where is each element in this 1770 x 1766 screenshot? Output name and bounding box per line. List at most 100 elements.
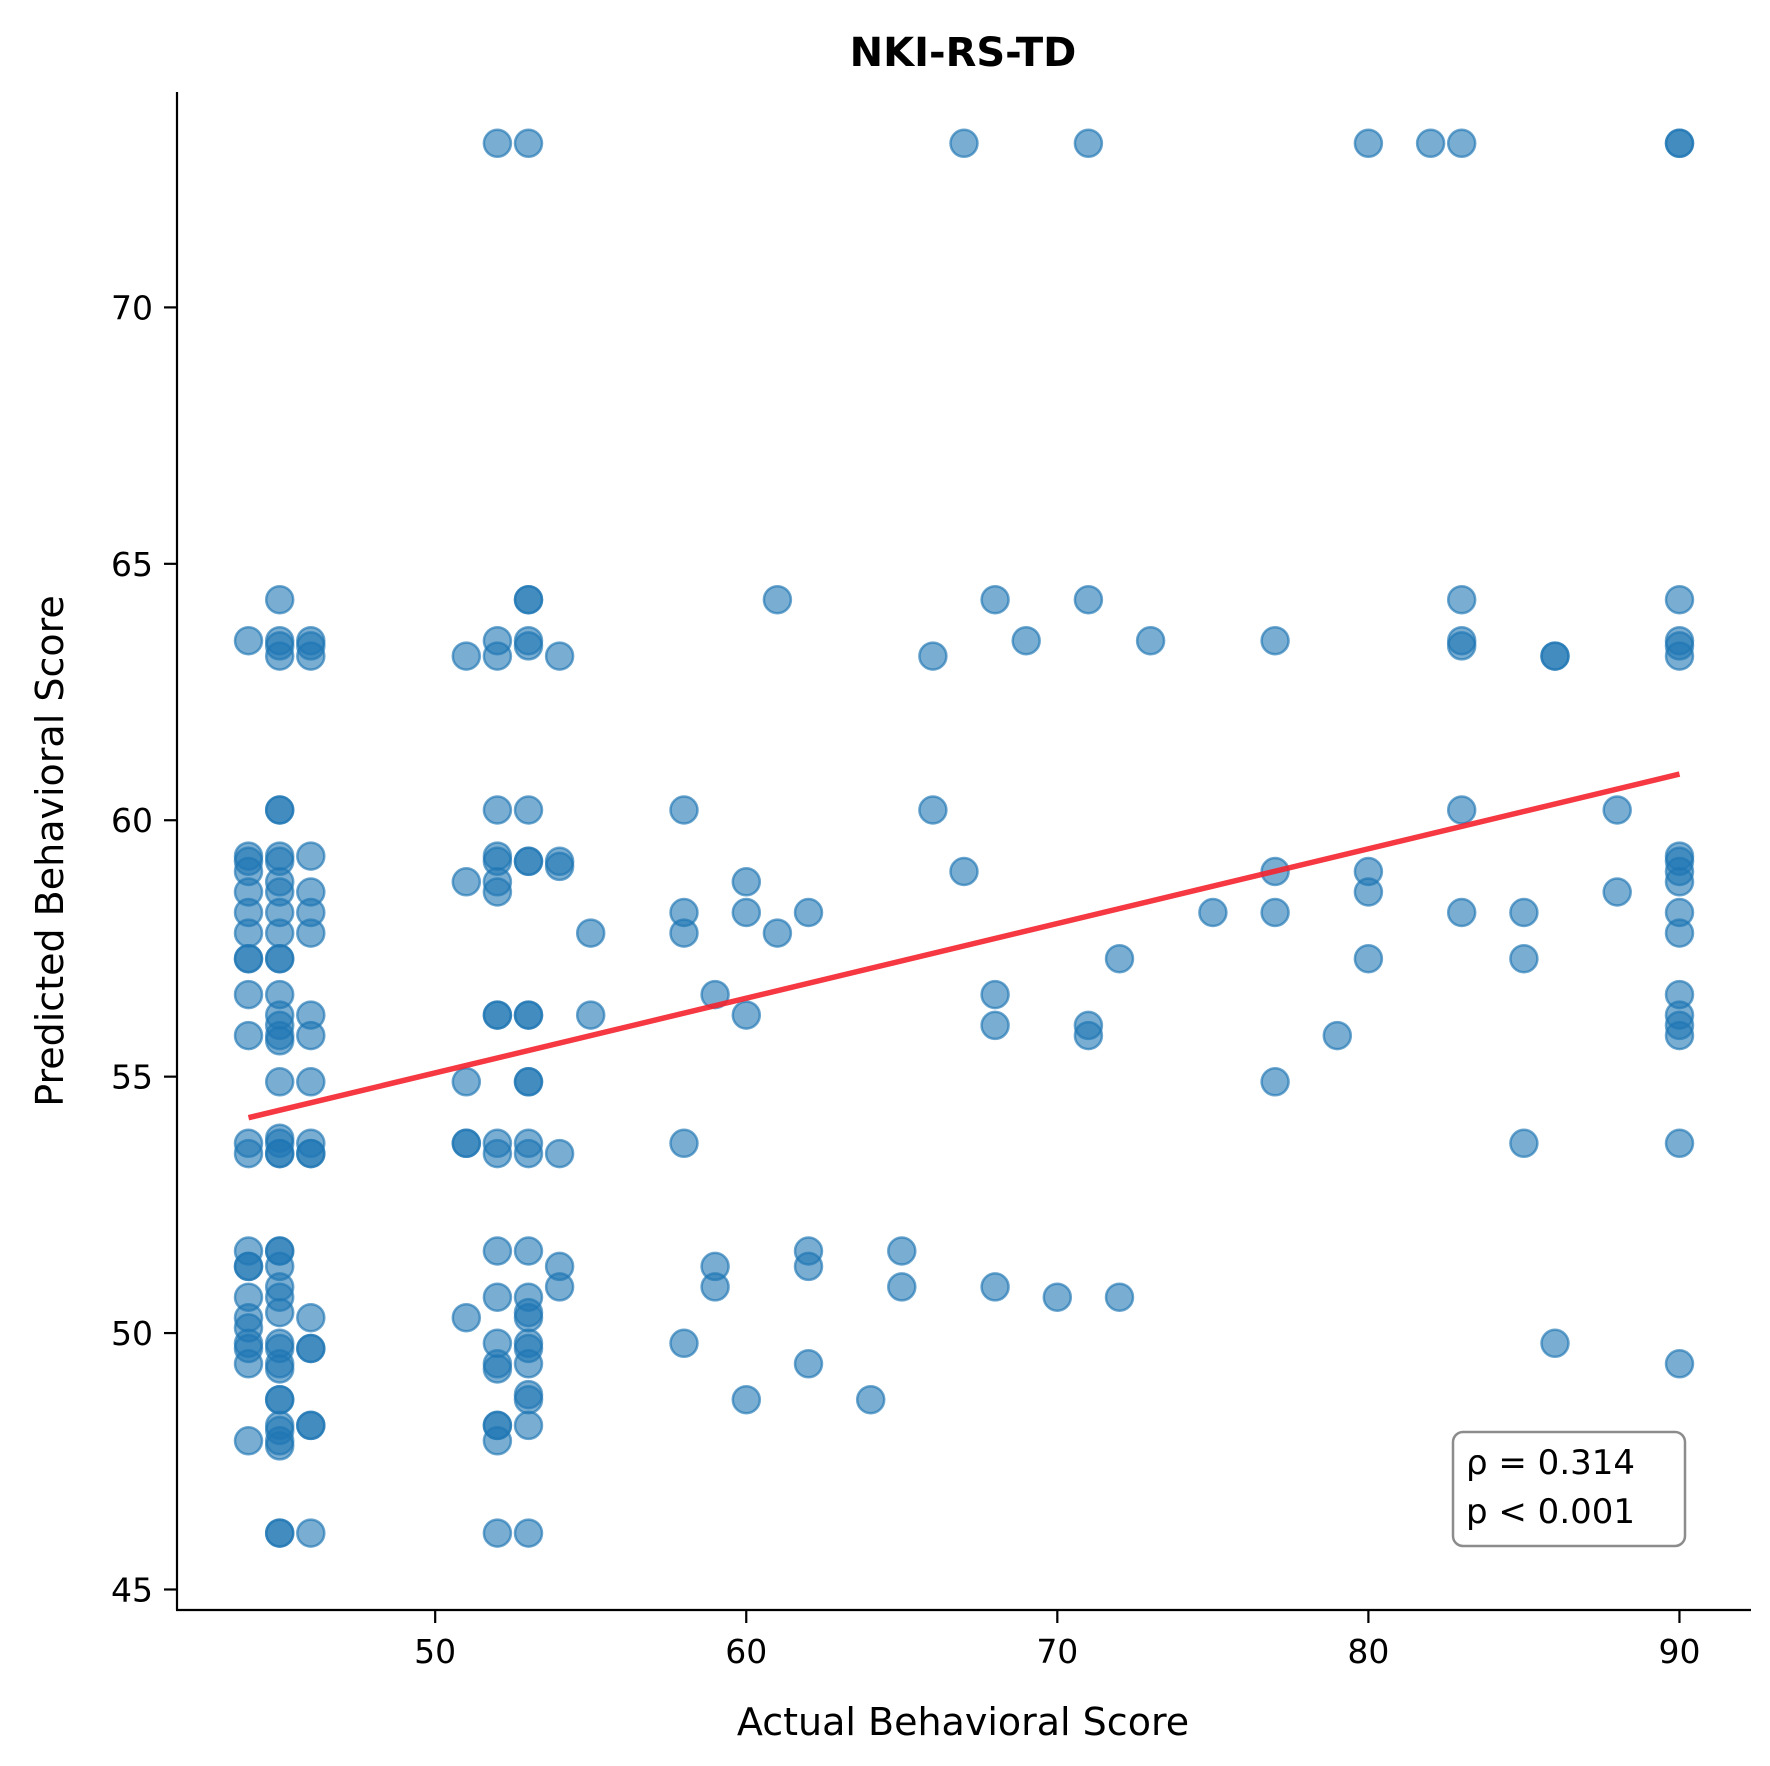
data-point	[513, 1410, 544, 1441]
data-point	[731, 897, 762, 928]
stats-box-frame	[1451, 1430, 1687, 1548]
data-point	[887, 1272, 917, 1302]
data-point	[793, 1349, 824, 1379]
data-point	[482, 877, 513, 907]
data-point	[731, 867, 762, 897]
data-point	[264, 1067, 295, 1097]
data-point	[1602, 795, 1632, 825]
data-point	[482, 795, 513, 825]
data-point	[482, 1282, 513, 1312]
data-point	[233, 1020, 264, 1051]
data-point	[233, 1349, 264, 1379]
data-point	[1353, 128, 1384, 159]
data-point	[669, 1328, 699, 1359]
data-point	[887, 1236, 917, 1266]
data-point	[482, 641, 513, 671]
data-point	[296, 1138, 326, 1169]
data-point	[233, 1138, 264, 1169]
data-point	[1415, 128, 1446, 159]
data-point	[1260, 897, 1290, 928]
data-point	[264, 1026, 295, 1056]
stats-box: ρ = 0.314 p < 0.001	[1451, 1430, 1687, 1548]
data-point	[575, 1000, 606, 1030]
data-point	[482, 1518, 513, 1548]
data-point	[980, 1272, 1010, 1302]
data-point	[575, 918, 606, 948]
stats-rho: ρ = 0.314	[1466, 1443, 1635, 1483]
data-point	[1446, 795, 1477, 825]
y-tick-label: 70	[111, 288, 153, 327]
data-point	[264, 584, 295, 615]
data-point	[793, 1251, 824, 1282]
data-point	[513, 631, 544, 661]
data-point	[264, 943, 295, 974]
data-point	[513, 1000, 544, 1030]
data-point	[1540, 641, 1570, 671]
data-point	[296, 1067, 326, 1097]
data-point	[264, 1297, 295, 1328]
data-point	[1135, 625, 1166, 656]
data-point	[918, 641, 948, 671]
data-point	[544, 641, 575, 671]
data-point	[1198, 897, 1228, 928]
data-point	[513, 1349, 544, 1379]
data-point	[264, 1138, 295, 1169]
data-point	[544, 1272, 575, 1302]
x-tick-label: 70	[1036, 1632, 1078, 1671]
data-point	[1664, 1128, 1695, 1159]
data-point	[233, 943, 264, 974]
data-point	[296, 1410, 326, 1441]
data-point	[762, 918, 793, 948]
data-point	[1509, 897, 1539, 928]
data-point	[264, 1431, 295, 1461]
data-point	[513, 846, 544, 877]
regression-line	[247, 771, 1681, 1121]
data-point	[1260, 625, 1290, 656]
data-point	[1104, 943, 1135, 974]
data-point	[918, 795, 948, 825]
data-point	[1042, 1282, 1073, 1312]
data-point	[1664, 1020, 1695, 1051]
data-point	[513, 1518, 544, 1548]
data-point	[264, 918, 295, 948]
data-point	[482, 1354, 513, 1384]
x-tick-label: 50	[414, 1632, 456, 1671]
data-point	[482, 1236, 513, 1266]
data-point	[1664, 584, 1695, 615]
data-point	[669, 795, 699, 825]
data-point	[1073, 584, 1104, 615]
y-axis-ticks: 45 50 55 60 65 70	[111, 288, 177, 1609]
data-point	[544, 1138, 575, 1169]
data-point	[762, 584, 793, 615]
data-point	[513, 584, 544, 615]
data-point	[1104, 1282, 1135, 1312]
y-tick-label: 55	[111, 1058, 153, 1097]
data-point	[264, 795, 295, 825]
data-point	[731, 1384, 762, 1415]
data-point	[233, 979, 264, 1010]
data-point	[513, 1067, 544, 1097]
x-tick-label: 80	[1347, 1632, 1389, 1671]
data-point	[296, 641, 326, 671]
data-point	[855, 1384, 886, 1415]
data-point	[700, 1272, 730, 1302]
data-point	[264, 1518, 295, 1548]
data-point	[669, 1128, 699, 1159]
data-point	[1011, 625, 1041, 656]
data-point	[1664, 1349, 1695, 1379]
chart-title: NKI-RS-TD	[850, 30, 1077, 76]
data-point	[296, 1333, 326, 1364]
data-point	[513, 1302, 544, 1333]
data-point	[264, 1384, 295, 1415]
data-point	[544, 851, 575, 882]
data-point	[731, 1000, 762, 1030]
data-point	[451, 1302, 482, 1333]
x-axis-ticks: 50 60 70 80 90	[414, 1610, 1700, 1671]
data-point	[296, 1518, 326, 1548]
data-point	[513, 795, 544, 825]
data-point	[296, 1302, 326, 1333]
y-tick-label: 60	[111, 801, 153, 840]
data-point	[1073, 128, 1104, 159]
data-point	[1446, 897, 1477, 928]
